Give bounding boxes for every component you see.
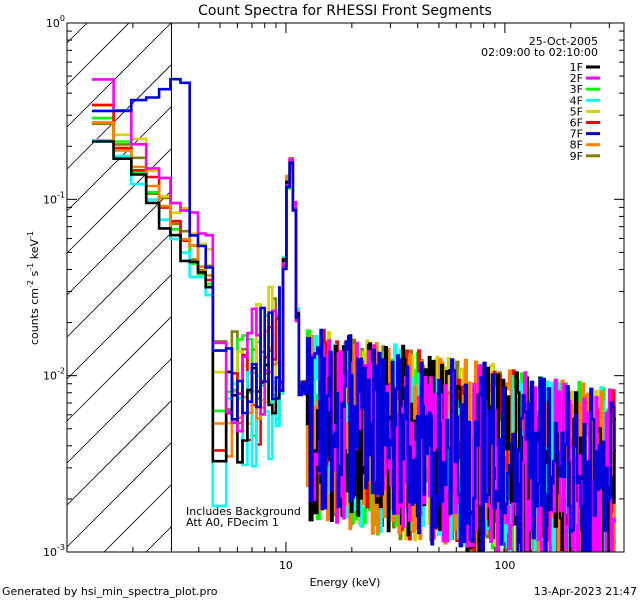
hatch-line bbox=[66, 64, 172, 170]
y-label-exp-2: -1 bbox=[26, 263, 35, 271]
hatch-line bbox=[145, 526, 172, 553]
plot-frame bbox=[66, 22, 625, 553]
hatch-line bbox=[66, 316, 172, 422]
y-label-part-3: keV bbox=[28, 239, 41, 263]
y-tick-label: 100 bbox=[46, 14, 65, 30]
legend-item-2f: 2F bbox=[570, 72, 600, 85]
y-label-part-2: s bbox=[28, 270, 41, 279]
series-layer bbox=[91, 77, 616, 552]
shaded-region bbox=[66, 22, 172, 553]
hatch-line bbox=[103, 484, 172, 553]
legend-item-5f: 5F bbox=[570, 105, 600, 118]
axis-layer: 10 100 100 10-1 10-2 10-3 bbox=[43, 14, 624, 572]
legend-label: 1F bbox=[570, 61, 583, 74]
footer-timestamp: 13-Apr-2023 21:47 bbox=[534, 585, 637, 598]
legend-label: 4F bbox=[570, 94, 583, 107]
y-label-exp-3: -1 bbox=[26, 231, 35, 239]
x-tick-label: 10 bbox=[279, 559, 293, 572]
legend-label: 9F bbox=[570, 150, 583, 163]
legend-label: 7F bbox=[570, 128, 583, 141]
hatch-line bbox=[66, 232, 172, 338]
hatch-line bbox=[66, 22, 130, 86]
legend-item-4f: 4F bbox=[570, 94, 600, 107]
legend-item-7f: 7F bbox=[570, 128, 600, 141]
y-tick-label: 10-1 bbox=[43, 190, 65, 206]
y-tick-label: 10-3 bbox=[43, 543, 65, 559]
hatch-line bbox=[66, 358, 172, 464]
legend-item-8f: 8F bbox=[570, 139, 600, 152]
y-label-part-1: counts cm bbox=[28, 288, 41, 345]
series-7f bbox=[91, 77, 616, 552]
legend-label: 3F bbox=[570, 83, 583, 96]
legend-item-1f: 1F bbox=[570, 61, 600, 74]
date-label: 25-Oct-2005 bbox=[529, 35, 598, 48]
hatch-line bbox=[66, 274, 172, 380]
y-tick-label: 10-2 bbox=[43, 367, 65, 383]
legend-item-6f: 6F bbox=[570, 117, 600, 130]
y-label-exp-1: -2 bbox=[26, 280, 35, 288]
chart-title: Count Spectra for RHESSI Front Segments bbox=[198, 3, 492, 19]
legend-label: 2F bbox=[570, 72, 583, 85]
legend-item-9f: 9F bbox=[570, 150, 600, 163]
legend-label: 5F bbox=[570, 105, 583, 118]
x-axis-label: Energy (keV) bbox=[310, 576, 381, 589]
time-range-label: 02:09:00 to 02:10:00 bbox=[481, 46, 598, 59]
x-tick-label: 100 bbox=[494, 559, 515, 572]
y-axis-label: counts cm-2 s-1 keV-1 bbox=[26, 231, 41, 345]
annotation-attenuator: Att A0, FDecim 1 bbox=[186, 516, 279, 529]
legend-label: 6F bbox=[570, 117, 583, 130]
annotation-background: Includes Background bbox=[186, 505, 301, 518]
hatch-line bbox=[66, 400, 172, 506]
legend-item-3f: 3F bbox=[570, 83, 600, 96]
hatch-line bbox=[66, 190, 172, 296]
hatch-line bbox=[66, 148, 172, 254]
hatch-line bbox=[66, 22, 172, 128]
legend-label: 8F bbox=[570, 139, 583, 152]
footer-generated-by: Generated by hsi_min_spectra_plot.pro bbox=[2, 585, 218, 598]
hatch-line bbox=[66, 442, 172, 548]
